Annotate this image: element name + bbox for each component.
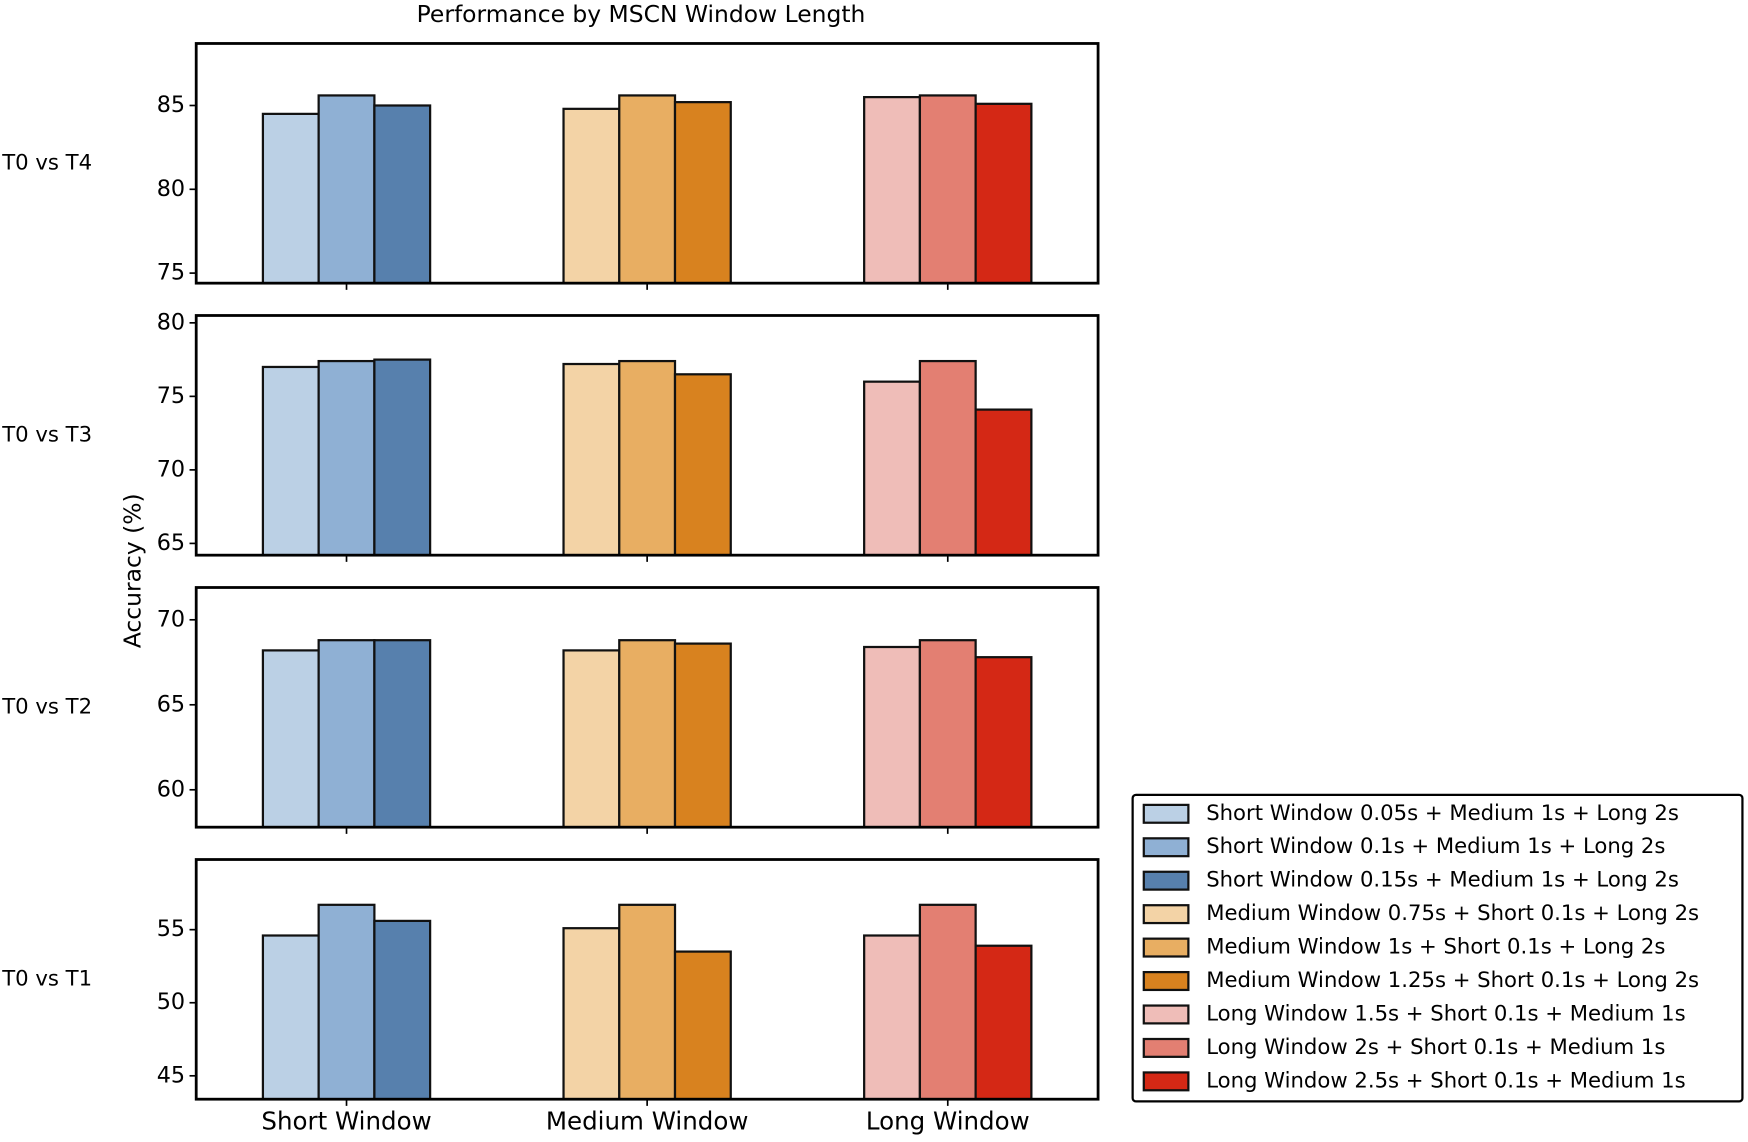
bar: [673, 101, 732, 285]
y-tick-label: 45: [157, 1062, 185, 1088]
bar: [373, 919, 432, 1101]
y-tick-label: 70: [157, 456, 185, 482]
legend-label: Medium Window 1.25s + Short 0.1s + Long …: [1206, 967, 1699, 992]
bar: [918, 903, 977, 1101]
legend-swatch: [1142, 904, 1190, 925]
legend-label: Medium Window 0.75s + Short 0.1s + Long …: [1206, 900, 1699, 925]
bar: [974, 944, 1033, 1101]
panel-label: T0 vs T3: [1, 421, 92, 446]
y-tick-label: 75: [157, 383, 185, 409]
legend-label: Short Window 0.1s + Medium 1s + Long 2s: [1206, 833, 1665, 858]
bar: [863, 645, 922, 829]
bar: [918, 359, 977, 557]
panel-label: T0 vs T1: [1, 965, 92, 990]
bar: [863, 934, 922, 1101]
panel-label: T0 vs T2: [1, 693, 92, 718]
y-tick-label: 60: [157, 776, 185, 802]
bar: [317, 903, 376, 1101]
bar: [261, 649, 320, 829]
y-tick-label: 75: [157, 260, 185, 286]
bar: [863, 95, 922, 285]
legend-label: Long Window 2.5s + Short 0.1s + Medium 1…: [1206, 1067, 1685, 1092]
y-tick-label: 65: [157, 691, 185, 717]
y-tick-label: 80: [157, 309, 185, 335]
bar: [317, 94, 376, 285]
legend-label: Short Window 0.05s + Medium 1s + Long 2s: [1206, 800, 1679, 825]
bar: [918, 639, 977, 829]
bar: [317, 639, 376, 829]
bar: [673, 642, 732, 829]
y-tick-label: 85: [157, 92, 185, 118]
bar: [863, 380, 922, 557]
bar: [562, 927, 621, 1101]
legend-label: Short Window 0.15s + Medium 1s + Long 2s: [1206, 867, 1679, 892]
legend-swatch: [1142, 970, 1190, 992]
bar: [618, 903, 677, 1101]
bar: [373, 358, 432, 557]
bar: [974, 408, 1033, 557]
y-tick-label: 80: [157, 176, 185, 202]
legend-swatch: [1142, 837, 1190, 858]
y-tick-label: 65: [157, 530, 185, 556]
bar: [261, 365, 320, 557]
legend-swatch: [1142, 937, 1190, 958]
bar: [317, 359, 376, 557]
legend-swatch: [1142, 1037, 1190, 1058]
y-tick-label: 50: [157, 989, 185, 1015]
bar: [673, 373, 732, 557]
bar: [918, 94, 977, 285]
legend-label: Long Window 1.5s + Short 0.1s + Medium 1…: [1206, 1000, 1685, 1025]
bar: [562, 107, 621, 285]
bar: [562, 362, 621, 557]
y-tick-label: 70: [157, 606, 185, 632]
bar: [562, 649, 621, 829]
legend-swatch: [1142, 870, 1190, 891]
bar: [261, 934, 320, 1101]
legend-swatch: [1142, 1004, 1190, 1025]
legend-swatch: [1142, 803, 1190, 824]
bar: [261, 112, 320, 285]
legend-label: Long Window 2s + Short 0.1s + Medium 1s: [1206, 1034, 1665, 1059]
bar: [618, 639, 677, 829]
y-tick-label: 55: [157, 916, 185, 942]
y-axis-label: Accuracy (%): [118, 493, 146, 648]
bar: [618, 94, 677, 285]
bar: [974, 656, 1033, 829]
bar: [673, 950, 732, 1101]
legend-frame: [1131, 793, 1744, 1103]
legend-label: Medium Window 1s + Short 0.1s + Long 2s: [1206, 934, 1665, 959]
bar: [373, 104, 432, 285]
x-tick-label: Long Window: [866, 1107, 1030, 1136]
legend-swatch: [1142, 1071, 1190, 1092]
bar: [974, 102, 1033, 285]
chart-title: Performance by MSCN Window Length: [417, 0, 866, 28]
axes-frame: [194, 42, 1100, 285]
bar: [373, 639, 432, 829]
x-tick-label: Medium Window: [546, 1107, 748, 1136]
bar: [618, 359, 677, 557]
panel-label: T0 vs T4: [1, 149, 92, 174]
x-tick-label: Short Window: [261, 1107, 431, 1136]
